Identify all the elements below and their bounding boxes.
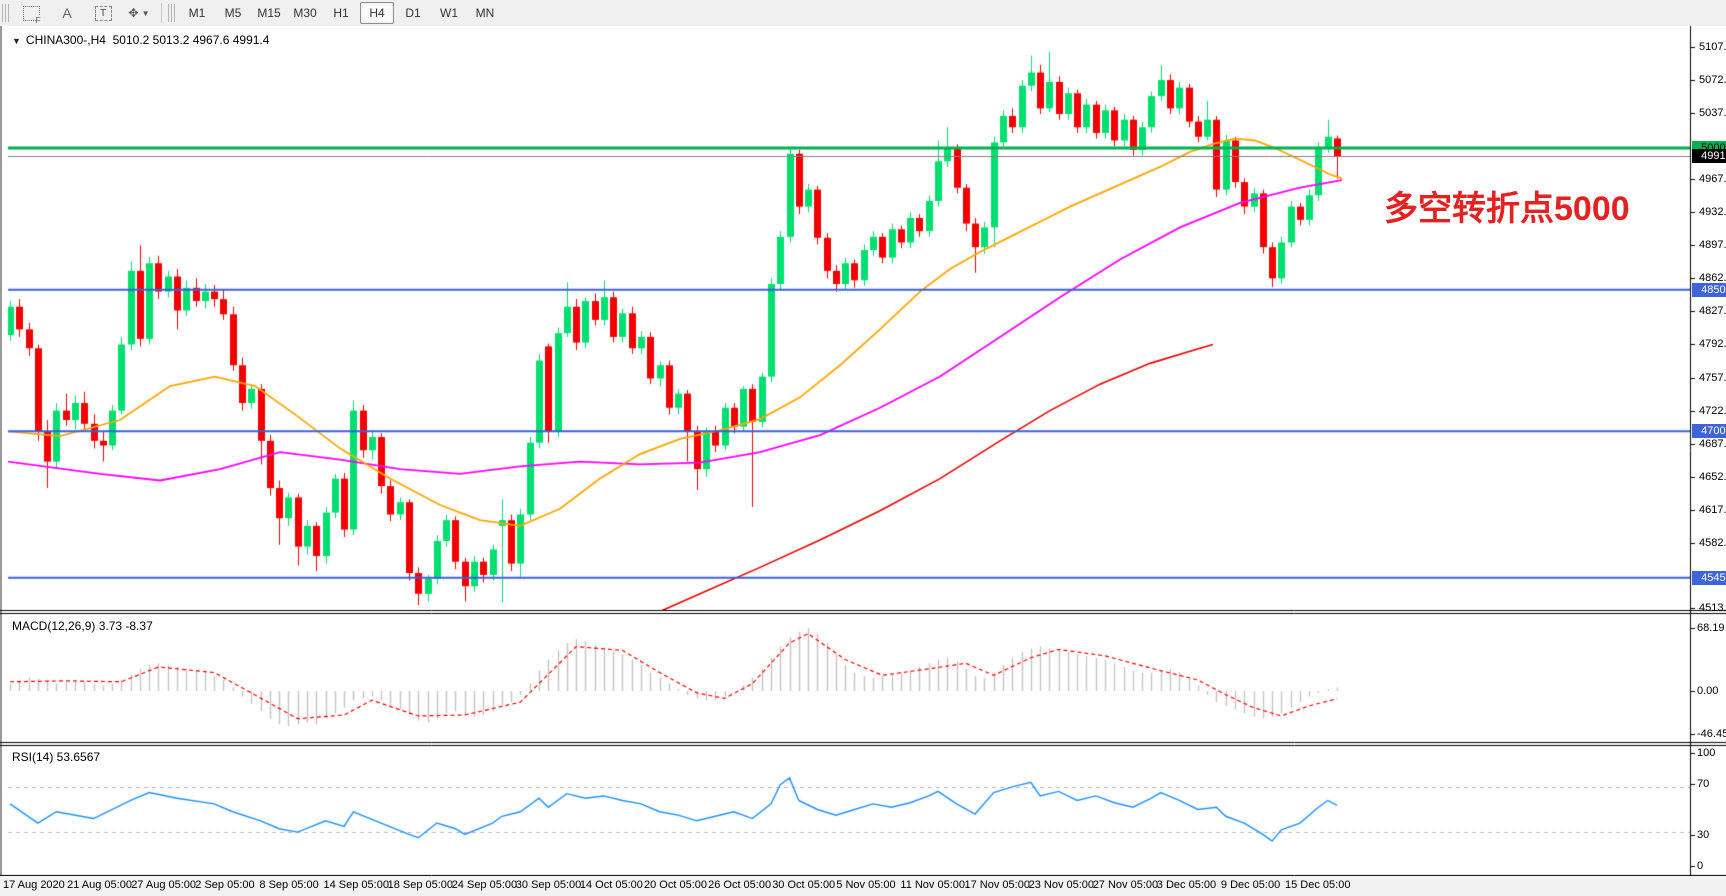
price-axis-tick-label: 5107.0 — [1699, 41, 1726, 53]
time-axis-label: 9 Dec 05:00 — [1220, 879, 1281, 891]
price-axis-tick-label: 4582.0 — [1699, 536, 1726, 549]
time-axis-label: 2 Sep 05:00 — [195, 879, 255, 891]
rsi-axis-tick-label: 100 — [1697, 747, 1716, 759]
time-axis-label: 20 Oct 05:00 — [644, 879, 707, 891]
time-axis-label: 27 Nov 05:00 — [1092, 879, 1159, 891]
time-axis-label: 5 Nov 05:00 — [836, 879, 896, 891]
price-level-label: 4545.0 — [1692, 570, 1726, 585]
rsi-axis-tick-label: 30 — [1697, 829, 1710, 841]
price-axis-tick-label: 4967.0 — [1699, 173, 1726, 186]
chart-annotation-text: 多空转折点5000 — [1384, 190, 1630, 228]
price-level-label: 4700.0 — [1692, 424, 1726, 439]
chevron-down-icon[interactable]: ▼ — [12, 36, 21, 46]
macd-indicator-label: MACD(12,26,9) 3.73 -8.37 — [12, 619, 153, 633]
macd-axis-tick-label: -46.45 — [1697, 728, 1726, 740]
price-axis-tick-label: 4792.0 — [1699, 338, 1726, 351]
price-axis-tick-label: 5072.0 — [1699, 74, 1726, 87]
price-axis-tick-label: 4513.0 — [1699, 601, 1726, 614]
time-axis-label: 11 Nov 05:00 — [900, 879, 966, 891]
rsi-indicator-label: RSI(14) 53.6567 — [12, 750, 101, 764]
macd-axis-tick-label: 0.00 — [1697, 685, 1719, 697]
time-axis-label: 21 Aug 05:00 — [67, 879, 132, 891]
price-axis-tick-label: 4932.0 — [1699, 206, 1726, 219]
price-axis-tick-label: 4827.0 — [1699, 305, 1726, 318]
time-axis-label: 30 Sep 05:00 — [515, 879, 582, 891]
time-axis-label: 8 Sep 05:00 — [259, 879, 319, 891]
time-axis-label: 18 Sep 05:00 — [387, 879, 454, 891]
macd-axis-tick-label: 68.19 — [1697, 622, 1725, 634]
price-axis-tick-label: 4897.0 — [1699, 239, 1726, 252]
price-axis-tick-label: 4757.0 — [1699, 371, 1726, 384]
time-axis-label: 17 Nov 05:00 — [964, 879, 1030, 891]
time-axis-label: 3 Dec 05:00 — [1156, 879, 1217, 891]
price-axis-tick-label: 4862.0 — [1699, 272, 1726, 285]
chart-symbol-ohlc: CHINA300-,H4 5010.2 5013.2 4967.6 4991.4 — [25, 33, 270, 47]
price-axis-tick-label: 5037.0 — [1699, 107, 1726, 120]
rsi-axis-tick-label: 70 — [1697, 778, 1710, 790]
time-axis-label: 15 Dec 05:00 — [1285, 879, 1351, 891]
price-axis-tick-label: 4652.0 — [1699, 470, 1726, 483]
time-axis-label: 17 Aug 2020 — [3, 879, 65, 891]
price-level-label: 4850.0 — [1692, 282, 1726, 297]
time-axis-label: 14 Sep 05:00 — [323, 879, 389, 891]
time-axis-label: 14 Oct 05:00 — [579, 879, 643, 891]
price-axis-tick-label: 4687.0 — [1699, 437, 1726, 450]
time-axis-label: 26 Oct 05:00 — [708, 879, 772, 891]
rsi-axis-tick-label: 0 — [1697, 860, 1704, 872]
price-axis-tick-label: 4617.0 — [1699, 503, 1726, 516]
chart-title: ▼ CHINA300-,H4 5010.2 5013.2 4967.6 4991.… — [12, 33, 269, 47]
time-axis-label: 30 Oct 05:00 — [772, 879, 836, 891]
time-axis-label: 27 Aug 05:00 — [131, 879, 197, 891]
time-axis-label: 24 Sep 05:00 — [451, 879, 518, 891]
price-level-label: 4991.4 — [1692, 149, 1726, 164]
time-axis-label: 23 Nov 05:00 — [1028, 879, 1095, 891]
price-axis-tick-label: 4722.0 — [1699, 404, 1726, 417]
time-axis-strip[interactable] — [0, 876, 1726, 896]
